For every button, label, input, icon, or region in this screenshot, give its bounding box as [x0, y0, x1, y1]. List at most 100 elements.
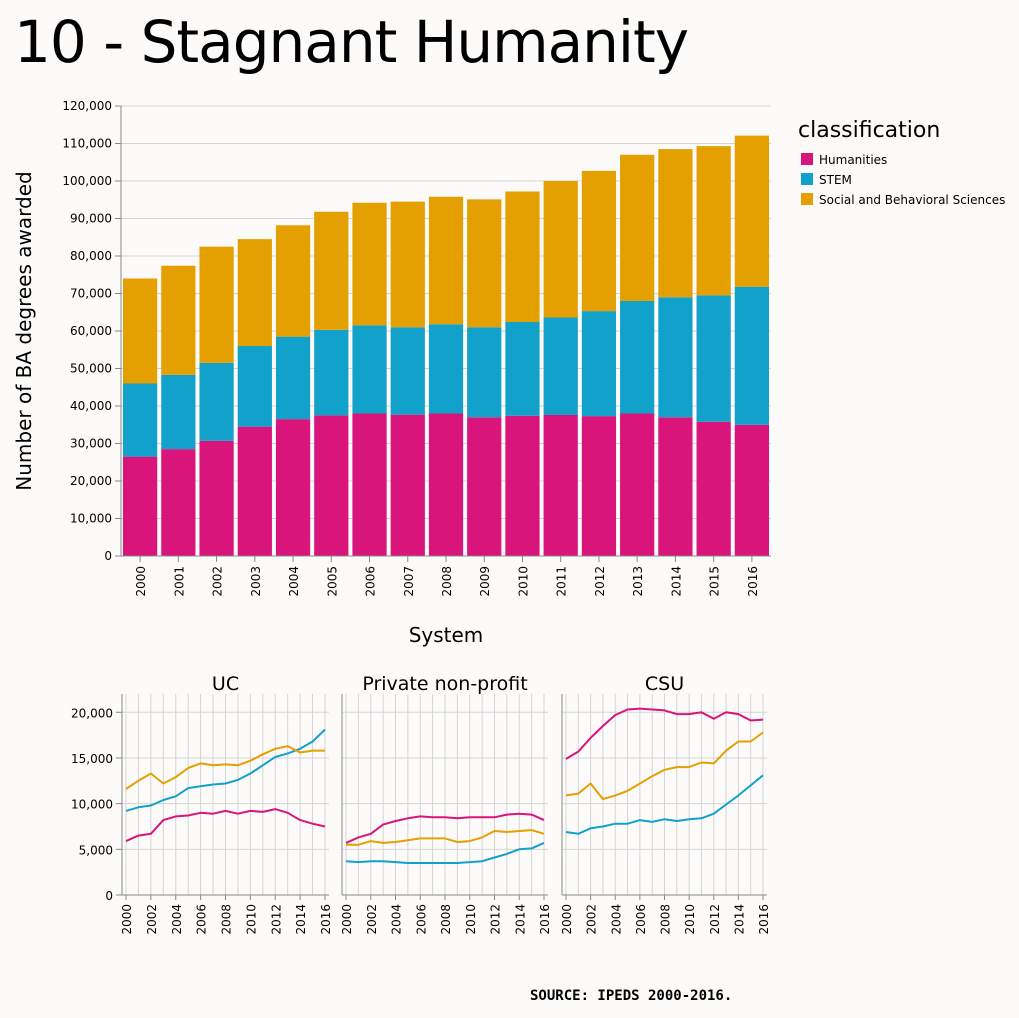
- x-tick-label: 2008: [439, 904, 453, 935]
- bar-segment: [696, 421, 731, 556]
- x-tick-label: 2012: [269, 904, 283, 935]
- series-line: [125, 728, 326, 812]
- series-line: [125, 808, 326, 843]
- x-tick-label: 2006: [364, 566, 378, 597]
- bar-segment: [467, 199, 502, 328]
- x-tick-label: 2011: [555, 566, 569, 597]
- bar-segment: [237, 426, 272, 556]
- y-tick-label: 10,000: [71, 798, 113, 812]
- bar-segment: [428, 413, 464, 556]
- x-tick-label: 2014: [732, 904, 746, 935]
- legend-swatch: [801, 193, 813, 205]
- bar-segment: [352, 325, 387, 414]
- x-tick-label: 2008: [440, 566, 454, 597]
- x-tick-label: 2012: [593, 566, 607, 597]
- x-tick-label: 2013: [631, 566, 645, 597]
- bar-segment: [543, 317, 578, 415]
- x-tick-label: 2001: [172, 566, 186, 597]
- x-tick-label: 2004: [390, 904, 404, 935]
- x-tick-label: 2009: [478, 566, 492, 597]
- bar-segment: [390, 414, 425, 556]
- legend: classification Humanities STEM Social and B…: [798, 118, 1005, 207]
- series-line: [125, 745, 325, 790]
- x-tick-label: 2010: [464, 904, 478, 935]
- x-tick-label: 2004: [609, 904, 623, 935]
- y-tick-label: 20,000: [71, 706, 113, 720]
- bar-segment: [734, 286, 769, 425]
- x-tick-label: 2008: [220, 904, 234, 935]
- y-axis-title: Number of BA degrees awarded: [12, 171, 36, 490]
- y-tick-label: 0: [104, 549, 112, 563]
- x-tick-label: 2010: [244, 904, 258, 935]
- legend-label: STEM: [819, 173, 852, 187]
- bar-segment: [658, 417, 693, 556]
- x-tick-label: 2002: [585, 904, 599, 935]
- bar-segment: [505, 322, 540, 416]
- bar-segment: [123, 278, 158, 384]
- bar-segment: [467, 327, 502, 418]
- series-line: [565, 774, 764, 835]
- bar-segment: [543, 181, 578, 318]
- x-tick-label: 2006: [414, 904, 428, 935]
- legend-title: classification: [798, 118, 940, 143]
- y-tick-label: 50,000: [70, 362, 112, 376]
- facet-panel: 2000 2002 2004 2006 2008 2010 2012 2014 2016 CSU: [560, 673, 771, 935]
- y-tick-label: 80,000: [70, 249, 112, 263]
- y-tick-label: 90,000: [70, 212, 112, 226]
- bar-segment: [199, 440, 234, 556]
- y-tick-label: 120,000: [62, 99, 112, 113]
- y-tick-label: 10,000: [70, 512, 112, 526]
- bar-segment: [658, 149, 693, 298]
- bar-segment: [696, 295, 731, 422]
- x-tick-label: 2012: [489, 904, 503, 935]
- bar-segment: [237, 346, 272, 427]
- bar-segment: [161, 449, 196, 556]
- bar-segment: [352, 202, 387, 326]
- bar-segment: [505, 191, 540, 322]
- series-line: [345, 812, 545, 844]
- x-tick-label: 2002: [145, 904, 159, 935]
- y-tick-label: 15,000: [71, 752, 113, 766]
- x-tick-label: 2003: [249, 566, 263, 597]
- x-tick-label: 2014: [294, 904, 308, 935]
- x-tick-label: 2006: [195, 904, 209, 935]
- facet-panel: 0 5,000 10,000 15,000 20,000 2000 2002 2004 2006…: [71, 673, 333, 935]
- x-tick-label: 2002: [211, 566, 225, 597]
- bar-segment: [505, 415, 540, 556]
- x-tick-label: 2015: [708, 566, 722, 597]
- facet-line-charts: 0 5,000 10,000 15,000 20,000 2000 2002 2004 2006…: [71, 673, 771, 935]
- facet-title: UC: [212, 673, 239, 695]
- bar-segment: [161, 265, 196, 375]
- bar-segment: [658, 297, 693, 418]
- facet-title: Private non-profit: [362, 673, 527, 695]
- legend-label: Humanities: [819, 153, 887, 167]
- series-line: [345, 841, 545, 864]
- x-tick-label: 2016: [538, 904, 552, 935]
- y-tick-label: 100,000: [62, 174, 112, 188]
- bar-segment: [237, 239, 272, 346]
- bar-segment: [314, 329, 349, 416]
- bar-segment: [123, 383, 158, 457]
- x-tick-label: 2014: [669, 566, 683, 597]
- x-tick-label: 2014: [513, 904, 527, 935]
- bar-segment: [314, 415, 349, 556]
- bar-segment: [620, 301, 655, 414]
- bar-segment: [199, 362, 234, 441]
- x-tick-label: 2012: [708, 904, 722, 935]
- facet-title: CSU: [645, 673, 684, 695]
- bar-segment: [467, 417, 502, 556]
- bar-segment: [275, 419, 311, 556]
- x-tick-label: 2000: [560, 904, 574, 935]
- y-tick-label: 60,000: [70, 324, 112, 338]
- y-tick-label: 40,000: [70, 399, 112, 413]
- bar-segment: [275, 225, 311, 337]
- series-line: [346, 829, 545, 846]
- x-tick-label: 2007: [402, 566, 416, 597]
- legend-swatch: [801, 153, 813, 165]
- x-tick-label: 2006: [634, 904, 648, 935]
- bar-segment: [314, 211, 349, 330]
- y-tick-label: 30,000: [70, 437, 112, 451]
- y-tick-label: 5,000: [79, 843, 113, 857]
- bar-segment: [620, 413, 655, 556]
